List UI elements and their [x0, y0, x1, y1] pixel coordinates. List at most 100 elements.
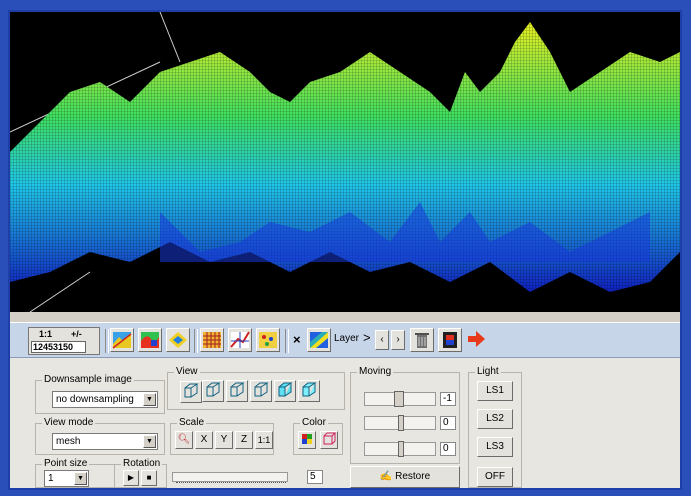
scale-group: Scale 🔍︎ X Y Z 1:1 [170, 417, 274, 455]
view-iso-button[interactable] [274, 380, 296, 402]
scale-y-label: Y [220, 434, 228, 445]
light-group: Light LS1 LS2 LS3 OFF [468, 366, 522, 488]
terrain-mesh [10, 12, 680, 312]
control-panel: Downsample image no downsampling ▼ View … [10, 358, 680, 488]
downsample-value: no downsampling [56, 394, 134, 405]
restore-button[interactable]: ✍ Restore [350, 466, 460, 488]
moving-thumb-3[interactable] [398, 441, 404, 457]
moving-group: Moving [350, 366, 460, 464]
chevron-down-icon: ▼ [74, 472, 87, 485]
nav-right-button[interactable]: › [391, 330, 405, 350]
grid-icon[interactable] [200, 328, 224, 352]
scale-x-button[interactable]: X [195, 431, 213, 449]
axis-x-button[interactable]: × [293, 332, 301, 347]
moving-thumb-2[interactable] [398, 415, 404, 431]
downsample-label: Downsample image [42, 374, 134, 385]
toolbar-separator [105, 329, 109, 353]
trash-icon[interactable] [410, 328, 434, 352]
scale-label: Scale [177, 417, 207, 428]
points-icon[interactable] [256, 328, 280, 352]
point-size-label: Point size [42, 458, 90, 469]
cube-icon [230, 382, 245, 397]
moving-value-2: 0 [440, 416, 456, 430]
color-cube-icon [323, 432, 337, 445]
moving-value-3: 0 [440, 442, 456, 456]
rotation-group: Rotation ▶ ■ [115, 458, 167, 488]
zoom-ratio-button[interactable]: 1:1 [39, 329, 53, 339]
view-group: View [167, 366, 345, 410]
terrain-icon[interactable] [138, 328, 162, 352]
light-off-button[interactable]: OFF [477, 467, 513, 487]
view-side-button[interactable] [226, 380, 248, 402]
exit-arrow-icon[interactable] [465, 328, 489, 352]
moving-thumb-1[interactable] [394, 391, 404, 407]
plus-minus-button[interactable]: +/- [71, 329, 82, 339]
map-icon[interactable] [110, 328, 134, 352]
downsample-group: Downsample image no downsampling ▼ [35, 374, 165, 414]
palette-icon [302, 434, 312, 444]
cube-icon [254, 382, 269, 397]
view-iso2-button[interactable] [298, 380, 320, 402]
scale-x-label: X [200, 434, 208, 445]
cube-icon [184, 383, 199, 398]
moving-label: Moving [357, 366, 394, 377]
color-label: Color [300, 417, 328, 428]
scale-ratio-button[interactable]: 1:1 [255, 431, 273, 449]
main-toolbar: 1:1 +/- 12453150 × Layer > ‹ › [10, 322, 680, 358]
restore-label: Restore [395, 471, 431, 482]
rotation-label: Rotation [121, 458, 163, 469]
chevron-left-icon: ‹ [380, 334, 384, 345]
point-size-value: 1 [48, 473, 54, 484]
3d-mesh-viewport[interactable] [10, 12, 680, 312]
rotation-stop-button[interactable]: ■ [141, 470, 157, 486]
light-ls1-button[interactable]: LS1 [477, 381, 513, 401]
moving-value-1: -1 [440, 392, 456, 406]
chevron-down-icon: ▼ [143, 393, 156, 406]
chevron-down-icon: ▼ [143, 435, 156, 448]
view-mode-group: View mode mesh ▼ [35, 417, 165, 455]
zoom-control[interactable]: 1:1 +/- 12453150 [28, 327, 100, 355]
toolbar-separator [194, 329, 198, 353]
view-mode-label: View mode [42, 417, 96, 428]
scale-z-button[interactable]: Z [235, 431, 253, 449]
magnifier-icon: 🔍︎ [177, 434, 191, 445]
zoom-scale-button[interactable]: 🔍︎ [175, 431, 193, 449]
toolbar-separator [285, 329, 289, 353]
cube-icon [278, 382, 293, 397]
layers-icon[interactable] [166, 328, 190, 352]
layer-next-button[interactable]: > [363, 330, 371, 345]
view-back-button[interactable] [250, 380, 272, 402]
cube-icon [302, 382, 317, 397]
rotation-slider[interactable] [172, 472, 288, 482]
view-front-button[interactable] [180, 381, 202, 403]
zoom-value-select[interactable]: 12453150 [31, 341, 87, 353]
point-size-group: Point size 1 ▼ [35, 458, 115, 488]
profile-icon[interactable] [228, 328, 252, 352]
nav-left-button[interactable]: ‹ [375, 330, 389, 350]
stop-icon: ■ [146, 473, 152, 482]
view-top-button[interactable] [202, 380, 224, 402]
chevron-right-icon: › [396, 334, 400, 345]
slider-ticks [176, 482, 286, 483]
film-icon[interactable] [438, 328, 462, 352]
light-ls2-button[interactable]: LS2 [477, 409, 513, 429]
light-ls3-button[interactable]: LS3 [477, 437, 513, 457]
rotation-value: 5 [307, 470, 323, 484]
scale-ratio-label: 1:1 [257, 435, 271, 445]
rotation-play-button[interactable]: ▶ [123, 470, 139, 486]
view-mode-value: mesh [56, 436, 81, 447]
color-group: Color [293, 417, 343, 455]
color-cube-button[interactable] [320, 431, 338, 449]
color-palette-button[interactable] [298, 431, 316, 449]
view-mode-select[interactable]: mesh ▼ [52, 433, 158, 450]
light-label: Light [475, 366, 501, 377]
cube-icon [206, 382, 221, 397]
scale-y-button[interactable]: Y [215, 431, 233, 449]
view-label: View [174, 366, 200, 377]
play-icon: ▶ [127, 473, 135, 482]
restore-icon: ✍ [379, 471, 393, 482]
point-size-select[interactable]: 1 ▼ [44, 470, 89, 487]
downsample-select[interactable]: no downsampling ▼ [52, 391, 158, 408]
layer-image-icon[interactable] [307, 328, 331, 352]
layer-label[interactable]: Layer [334, 333, 360, 344]
